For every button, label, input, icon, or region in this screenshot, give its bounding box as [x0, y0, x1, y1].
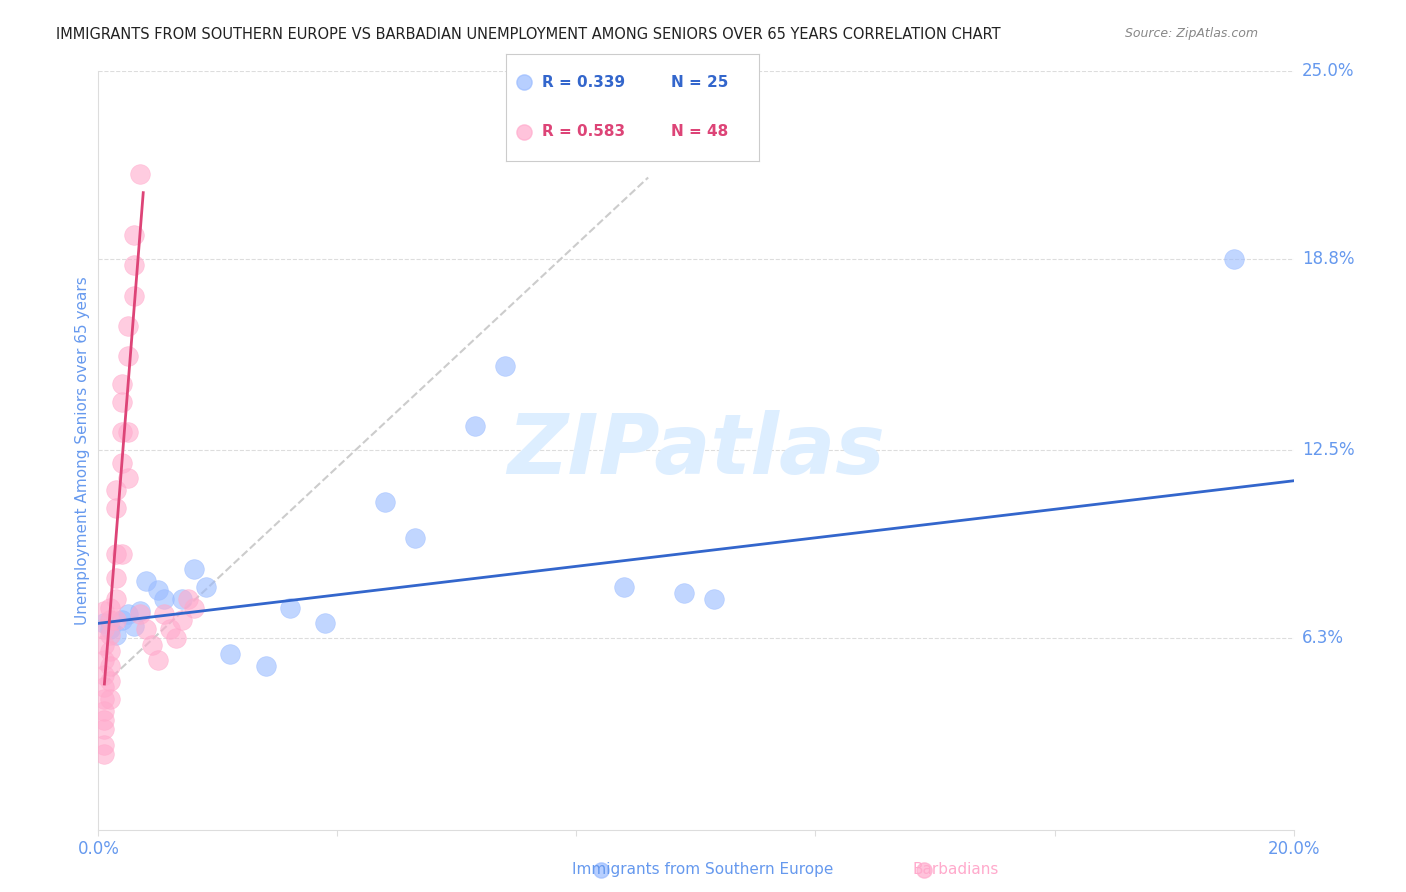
Point	[124, 228, 146, 243]
Text: Barbadians: Barbadians	[912, 863, 1000, 877]
Point	[105, 483, 128, 497]
Point	[165, 632, 187, 646]
Point	[111, 376, 134, 391]
Point	[148, 582, 170, 597]
Point	[254, 658, 277, 673]
Point	[172, 613, 194, 627]
Point	[129, 607, 152, 622]
Point	[105, 501, 128, 516]
Point	[98, 643, 122, 657]
Point	[117, 425, 139, 440]
Point	[195, 580, 218, 594]
Point	[117, 607, 139, 622]
Point	[124, 289, 146, 303]
Point	[183, 562, 205, 576]
Text: 12.5%: 12.5%	[1302, 442, 1354, 459]
Point	[591, 863, 613, 877]
Point	[93, 616, 115, 631]
Point	[105, 571, 128, 585]
Point	[98, 628, 122, 642]
Point	[93, 623, 115, 637]
Point	[153, 592, 176, 607]
Text: Immigrants from Southern Europe: Immigrants from Southern Europe	[572, 863, 834, 877]
Text: Source: ZipAtlas.com: Source: ZipAtlas.com	[1125, 27, 1258, 40]
Point	[494, 359, 516, 373]
Point	[124, 259, 146, 273]
Point	[513, 75, 536, 89]
Y-axis label: Unemployment Among Seniors over 65 years: Unemployment Among Seniors over 65 years	[75, 277, 90, 624]
Point	[93, 638, 115, 652]
Text: 25.0%: 25.0%	[1302, 62, 1354, 80]
Text: N = 48: N = 48	[671, 124, 728, 139]
Point	[129, 168, 152, 182]
Point	[105, 628, 128, 642]
Point	[98, 613, 122, 627]
Point	[703, 592, 725, 607]
Point	[93, 747, 115, 761]
Point	[219, 647, 242, 661]
Point	[111, 613, 134, 627]
Point	[1223, 252, 1246, 267]
Point	[105, 613, 128, 627]
Point	[159, 623, 181, 637]
Point	[315, 616, 337, 631]
Point	[93, 738, 115, 752]
Text: R = 0.583: R = 0.583	[541, 124, 624, 139]
Point	[135, 623, 157, 637]
Point	[673, 586, 696, 600]
Point	[93, 653, 115, 667]
Point	[105, 592, 128, 607]
Point	[105, 547, 128, 561]
Text: ZIPatlas: ZIPatlas	[508, 410, 884, 491]
Text: R = 0.339: R = 0.339	[541, 75, 624, 90]
Point	[914, 863, 936, 877]
Point	[153, 607, 176, 622]
Point	[98, 692, 122, 706]
Point	[117, 471, 139, 485]
Point	[93, 692, 115, 706]
Point	[93, 704, 115, 718]
Point	[98, 658, 122, 673]
Point	[135, 574, 157, 588]
Point	[148, 653, 170, 667]
Point	[93, 680, 115, 694]
Point	[124, 619, 146, 633]
Point	[513, 125, 536, 139]
Point	[404, 532, 426, 546]
Point	[278, 601, 301, 615]
Point	[111, 395, 134, 409]
Text: N = 25: N = 25	[671, 75, 728, 90]
Point	[93, 668, 115, 682]
Point	[117, 350, 139, 364]
Point	[374, 495, 396, 509]
Point	[177, 592, 200, 607]
Point	[93, 604, 115, 618]
Point	[111, 547, 134, 561]
Point	[117, 319, 139, 334]
Text: 18.8%: 18.8%	[1302, 251, 1354, 268]
Point	[93, 723, 115, 737]
Text: 6.3%: 6.3%	[1302, 630, 1344, 648]
Point	[111, 456, 134, 470]
Point	[93, 714, 115, 728]
Point	[98, 601, 122, 615]
Point	[613, 580, 636, 594]
Point	[141, 638, 163, 652]
Point	[129, 604, 152, 618]
Point	[464, 419, 486, 434]
Point	[111, 425, 134, 440]
Point	[98, 673, 122, 688]
Point	[172, 592, 194, 607]
Point	[98, 623, 122, 637]
Text: IMMIGRANTS FROM SOUTHERN EUROPE VS BARBADIAN UNEMPLOYMENT AMONG SENIORS OVER 65 : IMMIGRANTS FROM SOUTHERN EUROPE VS BARBA…	[56, 27, 1001, 42]
Point	[183, 601, 205, 615]
